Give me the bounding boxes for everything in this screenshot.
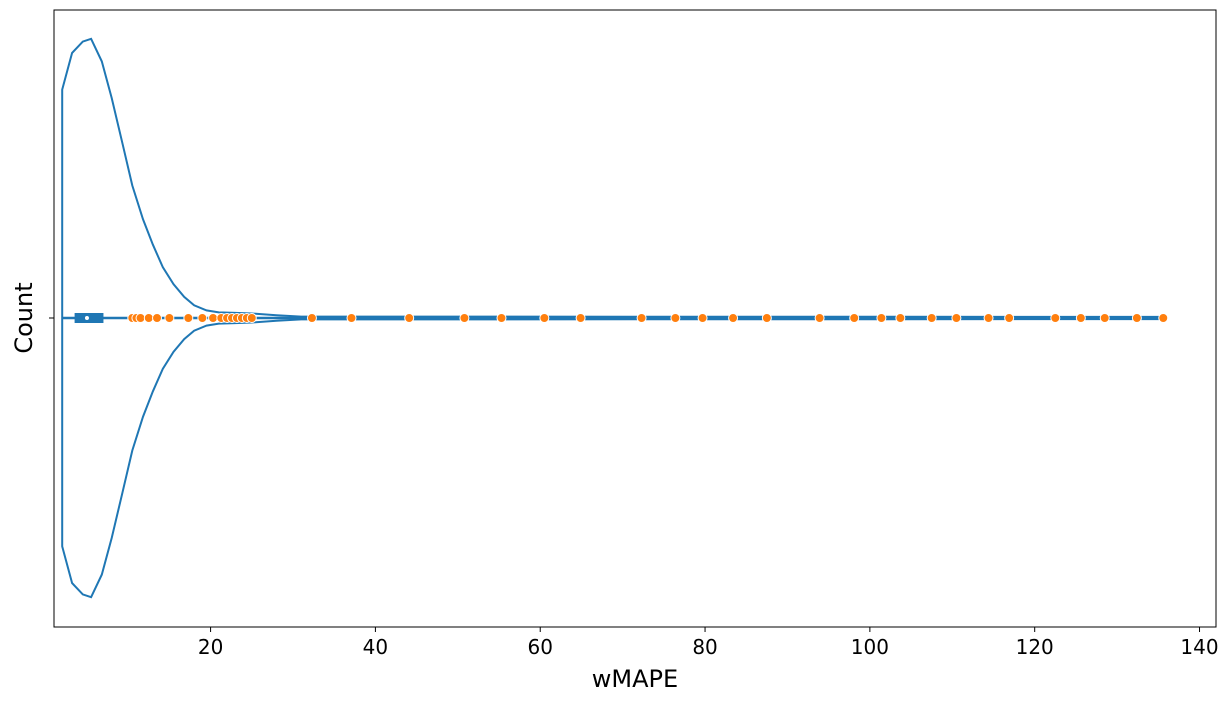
data-point-25	[670, 313, 681, 323]
x-tick-label-20: 20	[198, 635, 223, 659]
data-point-29	[814, 313, 825, 323]
data-point-17	[306, 313, 317, 323]
data-point-24	[636, 313, 647, 323]
data-point-33	[926, 313, 937, 323]
x-tick-label-60: 60	[528, 635, 553, 659]
y-axis-label: Count	[10, 282, 38, 353]
data-point-3	[135, 313, 146, 323]
data-point-23	[575, 313, 586, 323]
data-point-39	[1099, 313, 1110, 323]
x-tick-label-100: 100	[851, 635, 889, 659]
data-point-19	[404, 313, 415, 323]
data-point-41	[1158, 313, 1169, 323]
data-point-6	[164, 313, 175, 323]
x-tick-label-40: 40	[363, 635, 388, 659]
data-point-26	[697, 313, 708, 323]
data-point-34	[951, 313, 962, 323]
data-point-28	[761, 313, 772, 323]
data-point-4	[143, 313, 154, 323]
data-point-38	[1075, 313, 1086, 323]
violin-median	[84, 316, 89, 320]
data-point-18	[346, 313, 357, 323]
x-axis-ticks: 20 40 60 80 100 120 140	[198, 627, 1219, 659]
data-point-7	[183, 313, 194, 323]
x-axis-label: wMAPE	[592, 665, 678, 693]
data-point-8	[197, 313, 208, 323]
data-point-36	[1004, 313, 1015, 323]
data-point-16	[246, 313, 257, 323]
data-point-5	[152, 313, 163, 323]
data-point-22	[539, 313, 550, 323]
data-point-32	[895, 313, 906, 323]
x-tick-label-80: 80	[692, 635, 717, 659]
data-point-21	[496, 313, 507, 323]
violin-box	[74, 313, 104, 323]
data-point-27	[728, 313, 739, 323]
data-point-37	[1050, 313, 1061, 323]
data-point-35	[983, 313, 994, 323]
data-point-9	[208, 313, 219, 323]
data-point-30	[849, 313, 860, 323]
chart-marks	[61, 37, 1169, 599]
data-point-40	[1131, 313, 1142, 323]
x-tick-label-120: 120	[1016, 635, 1054, 659]
data-point-20	[459, 313, 470, 323]
data-point-31	[876, 313, 887, 323]
x-tick-label-140: 140	[1180, 635, 1218, 659]
